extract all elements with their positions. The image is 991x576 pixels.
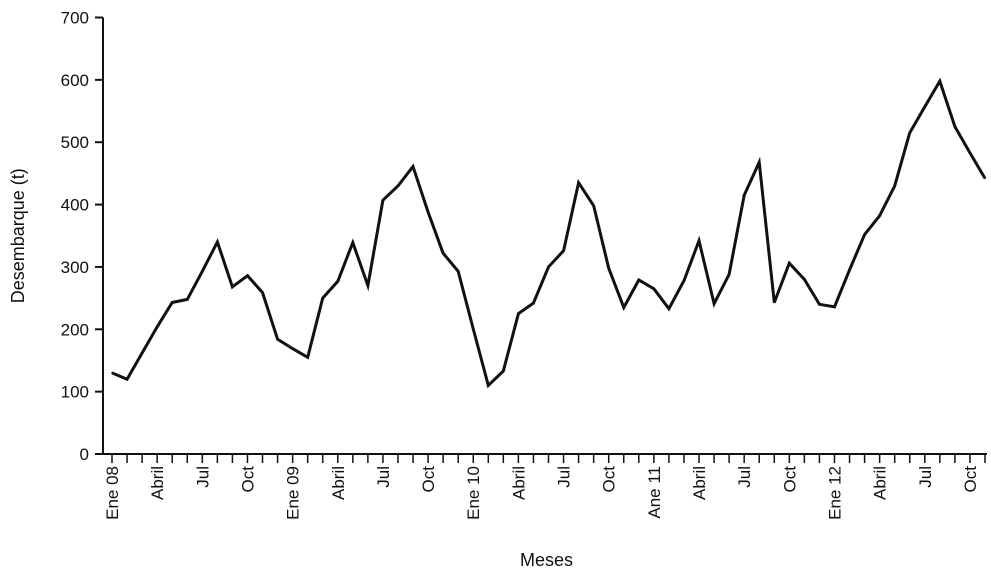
data-point [547,266,550,268]
data-point [939,80,941,82]
data-point [562,249,565,252]
x-tick-label: Oct [961,466,980,493]
data-point [698,239,700,242]
data-point [502,370,505,372]
data-point [397,185,399,187]
data-point [668,307,670,310]
data-point [216,241,219,243]
data-point [893,185,896,187]
data-point [126,378,128,380]
data-point [592,205,595,207]
x-tick-label: Abril [329,466,348,500]
data-point [246,274,249,277]
y-tick-label: 0 [80,445,89,464]
series-line [111,77,987,389]
x-axis-title: Meses [520,550,573,570]
x-tick-label: Jul [374,466,393,488]
data-point [487,384,490,387]
data-point [321,297,324,299]
data-point [969,152,971,154]
data-point [171,301,174,304]
x-tick-label: Abril [871,466,890,500]
x-tick-label: Jul [555,466,574,488]
x-tick-label: Jul [735,466,754,488]
data-point [954,125,956,128]
data-point [577,181,580,184]
data-point [457,270,459,273]
data-point [773,301,776,304]
x-tick-label: Oct [419,466,438,493]
x-tick-label: Oct [600,466,619,493]
y-tick-label: 600 [61,71,89,90]
x-tick-label: Abril [690,466,709,500]
y-tick-label: 500 [61,133,89,152]
y-tick-label: 300 [61,258,89,277]
data-point [427,211,429,213]
data-point [111,372,113,374]
y-tick-label: 400 [61,196,89,215]
data-point [713,302,715,305]
data-point [833,306,836,308]
data-point [653,287,655,290]
data-point [336,280,339,283]
data-point [231,286,234,288]
x-tick-label: Abril [509,466,528,500]
y-axis-title: Desembarque (t) [8,168,28,303]
data-point [788,262,791,264]
data-point [517,312,520,315]
x-tick-label: Jul [916,466,935,488]
data-point [276,338,279,341]
data-point [923,105,926,108]
data-point [607,267,610,269]
data-point [141,352,143,354]
data-point [352,241,354,244]
data-point [984,177,986,180]
series-layer [111,77,987,389]
x-tick-label: Oct [238,466,257,493]
x-tick-label: Ane 11 [645,466,664,519]
y-tick-label: 700 [61,9,89,28]
data-point [863,233,866,236]
data-point [638,279,640,281]
x-tick-label: Ene 12 [825,466,844,520]
data-point [186,298,189,301]
x-tick-label: Oct [780,466,799,493]
data-point [442,252,444,255]
data-point [261,291,264,294]
data-point [908,132,911,134]
y-tick-label: 100 [61,383,89,402]
data-point [382,199,384,202]
x-tick-label: Abril [148,466,167,500]
x-tick-label: Ene 10 [464,466,483,520]
x-axis: Ene 08 Abril Jul Oct Ene 09 Abril Jul Oct Ene 10… [103,453,987,520]
y-axis: 0 100 200 300 400 500 600 700 [61,9,104,464]
data-point [728,273,730,276]
data-point [622,306,625,309]
data-point [848,269,851,271]
data-point [818,303,821,306]
data-point [743,194,745,197]
data-point [156,325,158,328]
data-point [472,327,475,330]
data-point [532,302,535,304]
data-point [803,278,806,281]
data-point [291,347,294,350]
data-point [878,214,881,217]
data-point [367,284,369,287]
y-tick-label: 200 [61,320,89,339]
x-tick-label: Jul [193,466,212,488]
data-point [683,279,685,282]
data-point [306,356,309,359]
data-point [758,161,761,163]
data-point [201,270,204,273]
x-tick-label: Ene 09 [284,466,303,520]
data-point [412,165,414,168]
x-tick-label: Ene 08 [103,466,122,520]
